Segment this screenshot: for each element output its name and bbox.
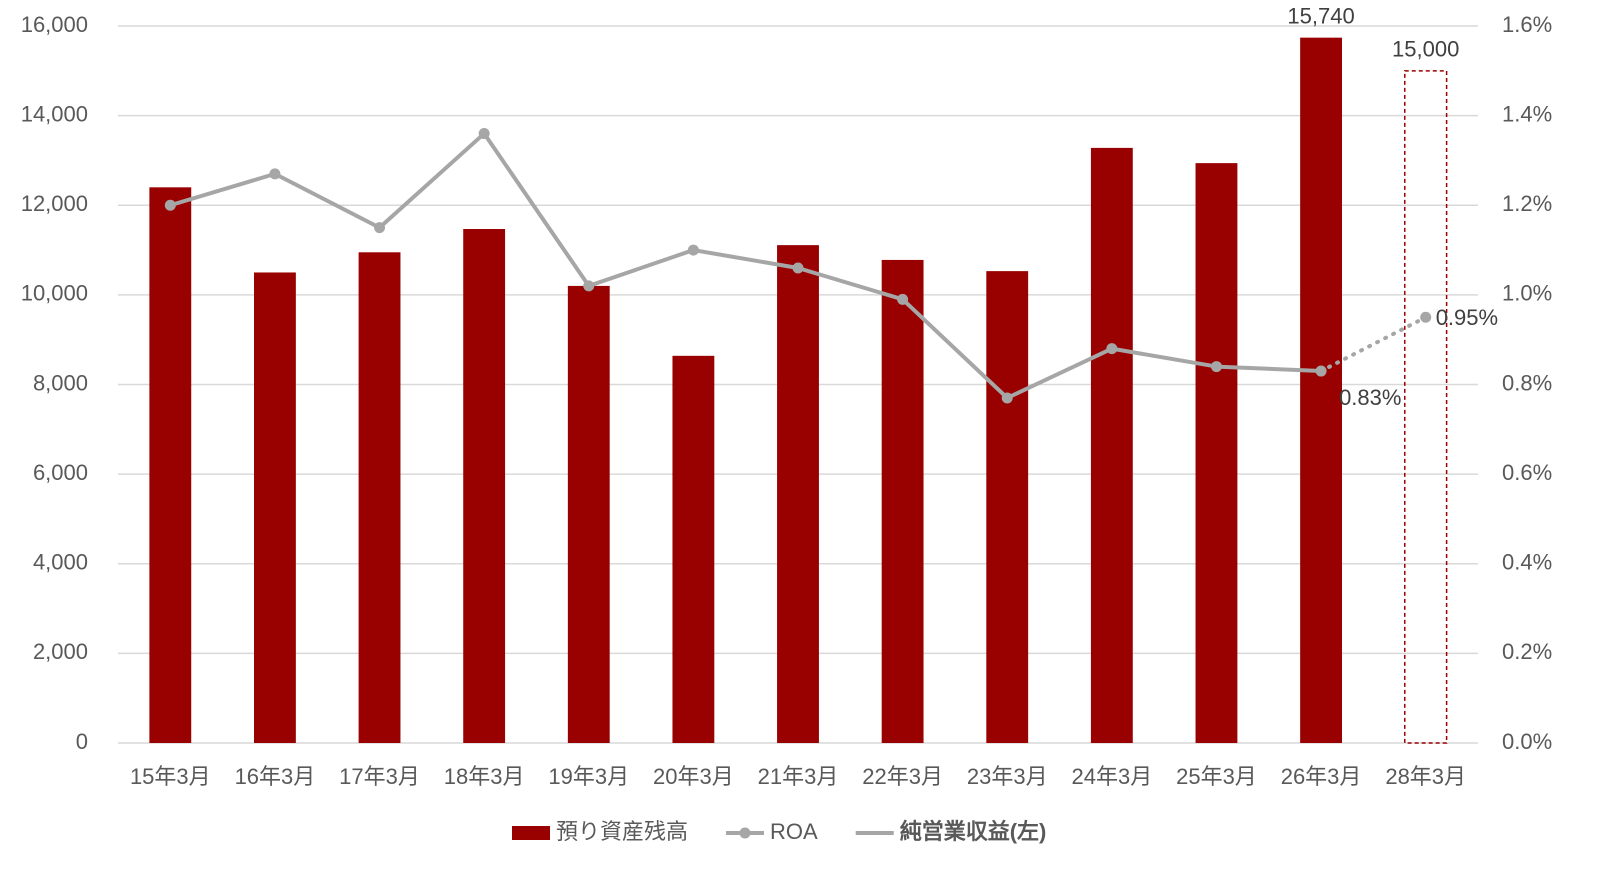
line-marker bbox=[164, 199, 176, 211]
y2-tick-label: 1.0% bbox=[1502, 281, 1552, 306]
legend-label: 純営業収益(左) bbox=[900, 819, 1047, 844]
line-dotted bbox=[1319, 315, 1428, 374]
y-tick-label: 2,000 bbox=[33, 639, 88, 664]
line-marker bbox=[269, 168, 281, 180]
y-tick-label: 12,000 bbox=[21, 191, 88, 216]
y-tick-label: 8,000 bbox=[33, 370, 88, 395]
x-tick-label: 15年3月 bbox=[130, 764, 211, 789]
y-tick-label: 4,000 bbox=[33, 550, 88, 575]
y2-tick-label: 0.6% bbox=[1502, 460, 1552, 485]
bar bbox=[463, 229, 506, 744]
y2-tick-label: 1.6% bbox=[1502, 12, 1552, 37]
x-tick-label: 23年3月 bbox=[967, 764, 1048, 789]
y2-tick-label: 0.8% bbox=[1502, 370, 1552, 395]
y2-tick-label: 0.2% bbox=[1502, 639, 1552, 664]
line-marker bbox=[687, 244, 699, 256]
x-tick-label: 17年3月 bbox=[339, 764, 420, 789]
y2-tick-label: 1.2% bbox=[1502, 191, 1552, 216]
y-tick-label: 10,000 bbox=[21, 281, 88, 306]
x-tick-label: 22年3月 bbox=[862, 764, 943, 789]
line-marker bbox=[1315, 365, 1327, 377]
line-marker bbox=[897, 293, 909, 305]
line-marker bbox=[374, 222, 386, 234]
line-marker bbox=[1420, 311, 1432, 323]
x-tick-label: 19年3月 bbox=[548, 764, 629, 789]
line-marker bbox=[1106, 343, 1118, 355]
y-tick-label: 14,000 bbox=[21, 101, 88, 126]
legend-label: 預り資産残高 bbox=[556, 819, 688, 844]
y2-tick-label: 1.4% bbox=[1502, 101, 1552, 126]
bar bbox=[1300, 37, 1342, 744]
value-label: 15,000 bbox=[1392, 37, 1459, 62]
bar bbox=[672, 355, 715, 743]
x-tick-label: 26年3月 bbox=[1281, 764, 1362, 789]
y-tick-label: 16,000 bbox=[21, 12, 88, 37]
bar bbox=[149, 187, 192, 743]
y2-tick-label: 0.4% bbox=[1502, 550, 1552, 575]
x-tick-label: 16年3月 bbox=[235, 764, 316, 789]
x-tick-label: 21年3月 bbox=[758, 764, 839, 789]
line-marker bbox=[583, 280, 595, 292]
bar bbox=[777, 245, 819, 743]
line-marker bbox=[1001, 392, 1013, 404]
line-marker bbox=[478, 128, 490, 140]
bar bbox=[567, 285, 610, 743]
x-tick-label: 24年3月 bbox=[1071, 764, 1152, 789]
bar bbox=[986, 271, 1029, 743]
line-marker bbox=[1210, 361, 1222, 373]
y-tick-label: 6,000 bbox=[33, 460, 88, 485]
legend-swatch bbox=[512, 826, 550, 840]
bar bbox=[1090, 147, 1133, 743]
x-tick-label: 28年3月 bbox=[1385, 764, 1466, 789]
x-tick-label: 25年3月 bbox=[1176, 764, 1257, 789]
x-tick-label: 20年3月 bbox=[653, 764, 734, 789]
legend-marker bbox=[739, 827, 751, 839]
value-label: 0.83% bbox=[1339, 385, 1401, 410]
value-label: 0.95% bbox=[1436, 305, 1498, 330]
bar bbox=[1195, 163, 1238, 744]
bar bbox=[881, 259, 924, 743]
bar bbox=[358, 252, 401, 743]
line-marker bbox=[792, 262, 804, 274]
bar bbox=[1404, 70, 1448, 744]
legend-label: ROA bbox=[770, 819, 818, 844]
bar bbox=[254, 272, 296, 743]
y-tick-label: 0 bbox=[76, 729, 88, 754]
y2-tick-label: 0.0% bbox=[1502, 729, 1552, 754]
x-tick-label: 18年3月 bbox=[444, 764, 525, 789]
line bbox=[169, 131, 1322, 400]
value-label: 15,740 bbox=[1287, 3, 1354, 28]
